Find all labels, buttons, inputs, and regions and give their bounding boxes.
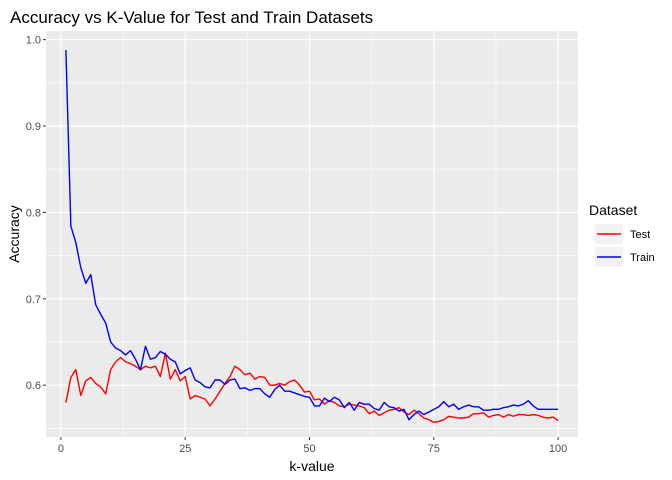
x-tick-label: 0 — [58, 443, 64, 455]
x-tick-label: 100 — [549, 443, 567, 455]
y-axis-ticks: 0.6 0.7 0.8 0.9 1.0 — [26, 35, 46, 392]
x-tick-label: 75 — [428, 443, 440, 455]
legend-item-train: Train — [595, 247, 655, 267]
major-gridlines — [46, 31, 578, 437]
x-axis-title: k-value — [289, 458, 334, 474]
series-line-test — [65, 352, 559, 424]
x-tick-label: 50 — [303, 443, 315, 455]
y-tick-label: 1.0 — [26, 35, 41, 47]
series-line-train — [65, 49, 559, 421]
y-tick-label: 0.8 — [26, 207, 41, 219]
legend: Dataset Test Train — [589, 202, 655, 267]
legend-label-test: Test — [630, 229, 650, 241]
x-tick-label: 25 — [179, 443, 191, 455]
chart-title: Accuracy vs K-Value for Test and Train D… — [10, 8, 373, 27]
y-tick-label: 0.6 — [26, 380, 41, 392]
x-axis-ticks: 0 25 50 75 100 — [58, 437, 567, 455]
legend-item-test: Test — [595, 224, 650, 244]
series-lines — [65, 49, 559, 424]
legend-title: Dataset — [589, 202, 637, 218]
legend-label-train: Train — [630, 252, 655, 264]
y-tick-label: 0.7 — [26, 294, 41, 306]
y-axis-title: Accuracy — [6, 205, 22, 263]
y-tick-label: 0.9 — [26, 121, 41, 133]
minor-gridlines — [46, 31, 578, 437]
plot-panel — [46, 31, 578, 437]
